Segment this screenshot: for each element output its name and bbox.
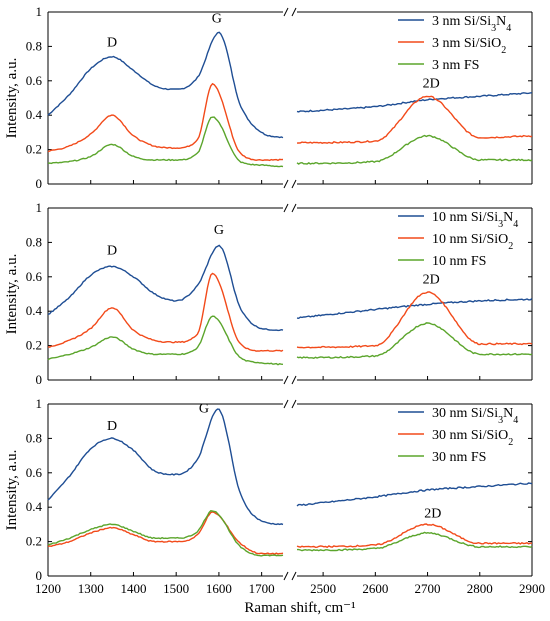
- y-tick-label: 0.2: [26, 338, 42, 353]
- series-line-right: [296, 95, 533, 144]
- legend-label: 10 nm FS: [432, 254, 486, 269]
- series-line-left: [47, 510, 284, 557]
- axis-break-mark: [291, 179, 297, 189]
- x-tick-label: 1700: [249, 581, 275, 596]
- axis-break-mark: [291, 399, 297, 409]
- axis-break-mark: [283, 203, 289, 213]
- y-tick-label: 0.6: [26, 465, 43, 480]
- series-line-left: [47, 511, 284, 555]
- y-tick-label: 1: [36, 4, 43, 19]
- series-line-right: [297, 531, 533, 552]
- y-tick-label: 0.8: [26, 234, 42, 249]
- x-tick-label: 2800: [467, 581, 493, 596]
- y-axis-label: Intensity, a.u.: [4, 450, 20, 531]
- axis-break-mark: [283, 571, 289, 581]
- x-tick-label: 2700: [415, 581, 441, 596]
- axis-break-mark: [283, 179, 289, 189]
- axis-break-mark: [291, 571, 297, 581]
- peak-label: 2D: [423, 77, 440, 92]
- legend-label: 10 nm Si/Si3N4: [432, 210, 518, 230]
- series-line-left: [47, 116, 284, 168]
- x-tick-label: 1600: [206, 581, 232, 596]
- panel-2: 0 0.2 0.4 0.6 0.8 1 Intensity, a.u. D G 2D 10 nm S…: [4, 200, 533, 387]
- y-tick-label: 0: [36, 176, 43, 191]
- axis-break-mark: [291, 7, 297, 17]
- peak-label: D: [107, 419, 117, 434]
- series-line-left: [47, 408, 284, 526]
- y-tick-label: 1: [36, 396, 43, 411]
- peak-label: D: [107, 243, 117, 258]
- y-axis-label: Intensity, a.u.: [4, 58, 20, 139]
- legend-label: 3 nm Si/SiO2: [432, 36, 506, 56]
- y-tick-label: 0.6: [26, 73, 43, 88]
- y-tick-label: 0.4: [26, 499, 43, 514]
- y-tick-label: 0.2: [26, 142, 42, 157]
- x-axis-label: Raman shift, cm⁻¹: [244, 600, 355, 616]
- y-axis-label: Intensity, a.u.: [4, 254, 20, 335]
- axis-break-mark: [283, 7, 289, 17]
- x-tick-label: 2600: [362, 581, 388, 596]
- series-line-right: [296, 523, 532, 549]
- series-line-left: [47, 31, 284, 139]
- series-line-right: [296, 298, 533, 320]
- peak-label: 2D: [423, 273, 440, 288]
- legend-label: 3 nm Si/Si3N4: [432, 14, 511, 34]
- x-tick-label: 1500: [163, 581, 189, 596]
- y-tick-label: 0.2: [26, 534, 42, 549]
- y-tick-label: 0: [36, 372, 43, 387]
- legend-label: 30 nm FS: [432, 450, 486, 465]
- peak-label: G: [214, 223, 224, 238]
- peak-label: G: [199, 402, 209, 417]
- axis-break-mark: [291, 203, 297, 213]
- peak-label: 2D: [424, 507, 441, 522]
- panel-1: 0 0.2 0.4 0.6 0.8 1 Intensity, a.u. D G 2D 3 nm Si…: [4, 4, 533, 191]
- peak-label: D: [107, 35, 117, 50]
- panel-3: 0 0.2 0.4 0.6 0.8 1 Intensity, a.u. 1200 1300 140…: [4, 396, 545, 616]
- y-tick-label: 0.8: [26, 430, 42, 445]
- y-tick-label: 1: [36, 200, 43, 215]
- peak-label: G: [212, 11, 222, 26]
- series-line-left: [47, 315, 284, 366]
- series-line-right: [296, 291, 533, 349]
- y-tick-label: 0.6: [26, 269, 43, 284]
- x-tick-label: 1200: [35, 581, 61, 596]
- series-line-right: [296, 322, 533, 359]
- series-line-left: [47, 272, 284, 352]
- axis-break-mark: [283, 375, 289, 385]
- axis-break-mark: [283, 399, 289, 409]
- axis-break-mark: [291, 375, 297, 385]
- y-tick-label: 0: [36, 568, 43, 583]
- series-line-right: [296, 92, 533, 113]
- series-line-left: [47, 244, 284, 332]
- x-tick-label: 2500: [310, 581, 336, 596]
- x-tick-label: 1300: [78, 581, 104, 596]
- legend-label: 30 nm Si/Si3N4: [432, 406, 518, 426]
- legend-label: 10 nm Si/SiO2: [432, 232, 513, 252]
- y-tick-label: 0.4: [26, 303, 43, 318]
- legend-label: 3 nm FS: [432, 58, 479, 73]
- series-line-right: [296, 482, 533, 507]
- x-tick-label: 2900: [519, 581, 545, 596]
- series-line-left: [47, 82, 284, 162]
- y-tick-label: 0.4: [26, 107, 43, 122]
- legend-label: 30 nm Si/SiO2: [432, 428, 513, 448]
- y-tick-label: 0.8: [26, 38, 42, 53]
- series-line-right: [296, 134, 533, 165]
- x-tick-label: 1400: [120, 581, 146, 596]
